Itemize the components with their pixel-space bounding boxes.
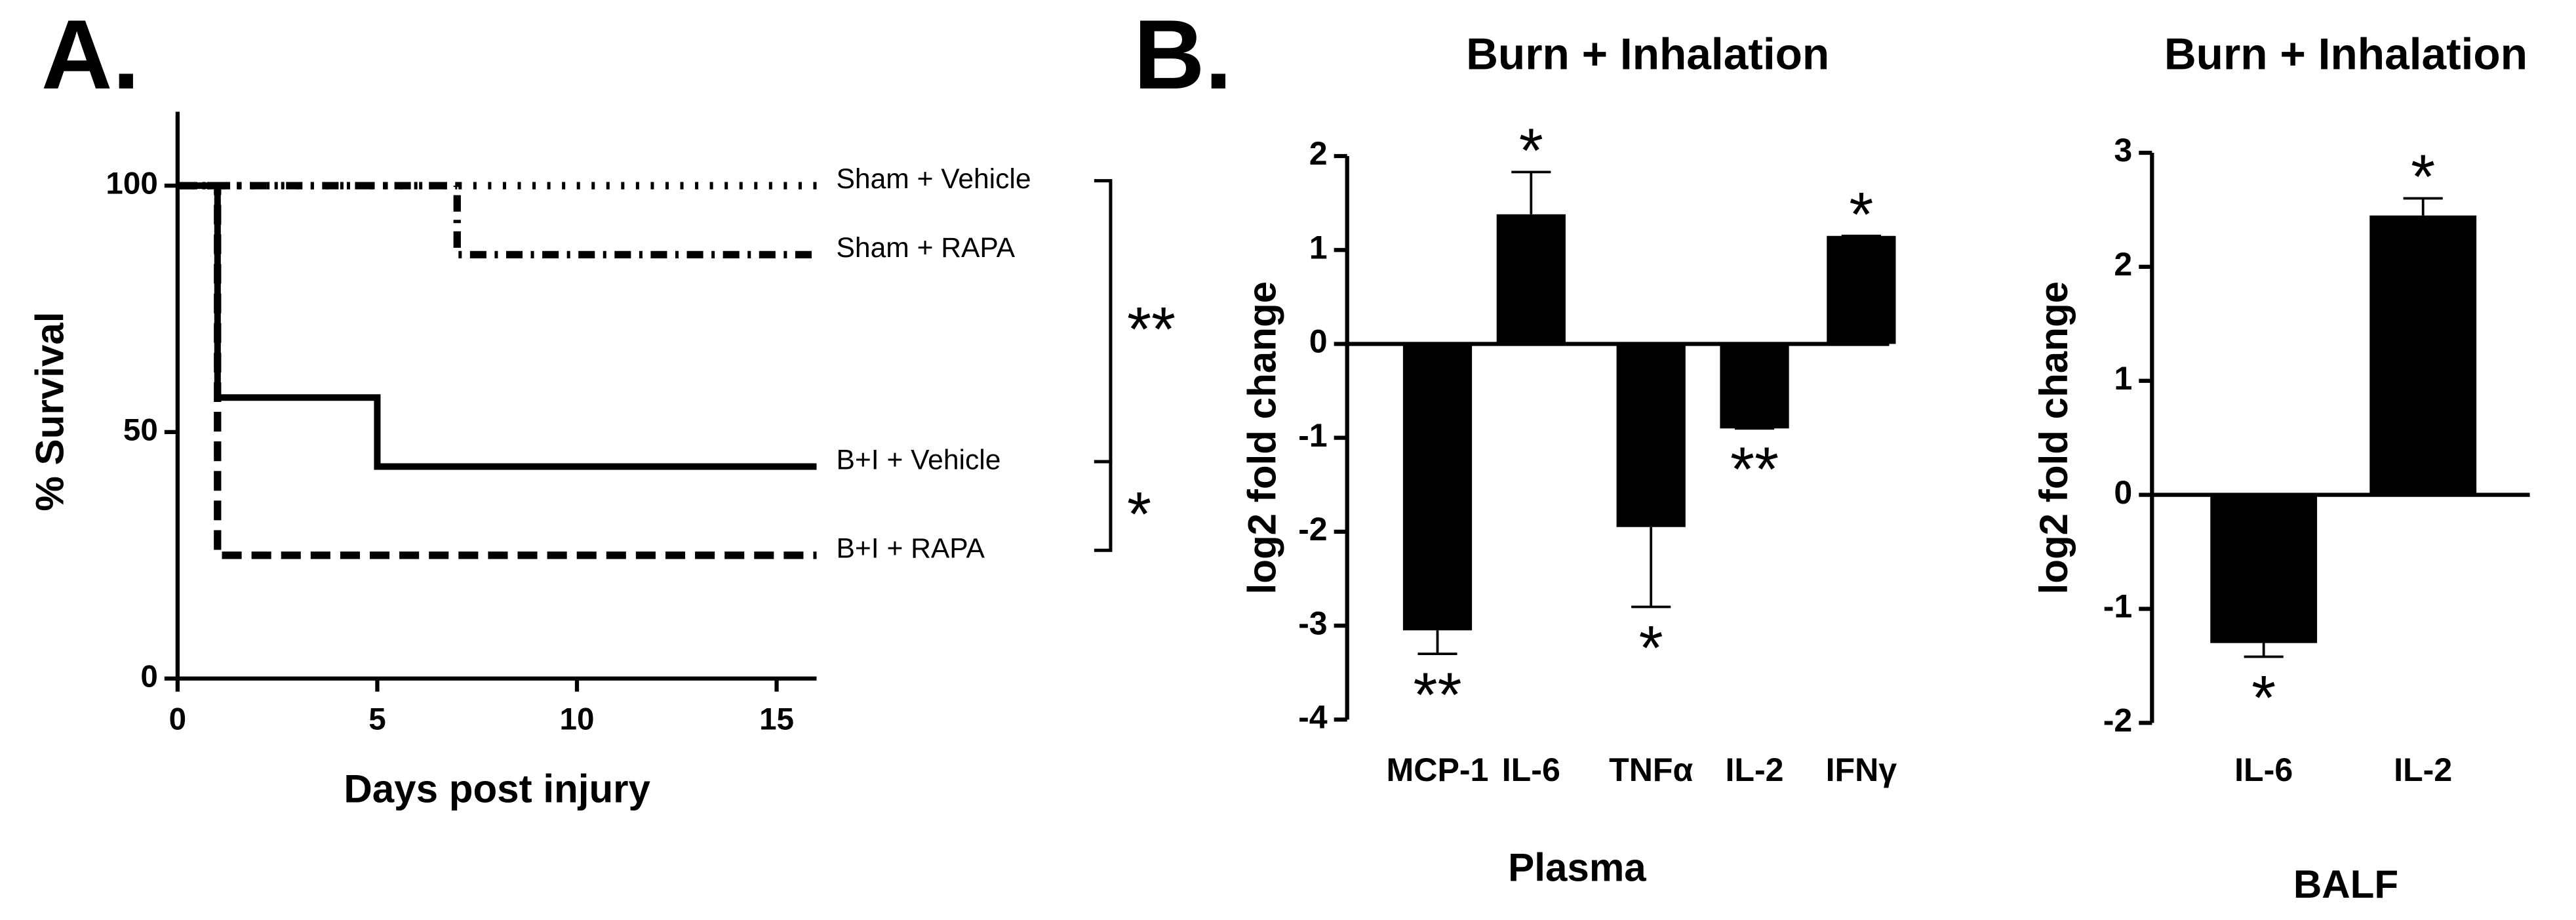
y-tick-label: -3 <box>1298 605 1328 641</box>
significance: * <box>1127 480 1151 550</box>
survival-line <box>177 182 817 470</box>
significance: * <box>1519 116 1543 186</box>
y-tick-label: 1 <box>1309 229 1328 266</box>
legend-label: B+I + RAPA <box>837 533 985 565</box>
x-axis-label: BALF <box>2293 862 2398 906</box>
x-tick-label: 0 <box>169 702 186 736</box>
legend-label: Sham + Vehicle <box>837 163 1031 195</box>
significance: * <box>2251 664 2276 733</box>
x-tick-label: MCP-1 <box>1387 751 1489 788</box>
y-tick-label: 0 <box>1309 323 1328 360</box>
error-bar <box>1511 170 1551 214</box>
bracket <box>1094 460 1113 552</box>
y-axis-label: % Survival <box>28 312 71 511</box>
panel-label: B. <box>1134 0 1232 110</box>
bar <box>1496 214 1566 344</box>
y-tick-label: 2 <box>1309 135 1328 172</box>
legend-label: B+I + Vehicle <box>837 444 1001 475</box>
x-tick-label: 15 <box>759 702 794 736</box>
bar <box>2369 215 2477 495</box>
chart-title: Burn + Inhalation <box>1466 30 1829 79</box>
x-tick-label: TNFα <box>1609 751 1693 788</box>
x-axis-label: Days post injury <box>344 767 650 810</box>
error-bar <box>2244 643 2284 658</box>
significance: ** <box>1730 435 1779 505</box>
significance: ** <box>1127 295 1176 365</box>
error-bar <box>1417 630 1457 655</box>
bar <box>1827 235 1896 344</box>
bar <box>1402 344 1473 631</box>
significance: * <box>1639 614 1663 683</box>
survival-line <box>177 182 817 258</box>
x-tick-label: IL-6 <box>2234 751 2293 788</box>
panel-label: A. <box>41 0 140 110</box>
x-tick-label: IL-2 <box>1725 751 1783 788</box>
y-tick-label: 3 <box>2114 132 2132 169</box>
bar <box>2210 494 2318 643</box>
y-tick-label: 0 <box>140 659 157 694</box>
x-tick-label: 5 <box>368 702 386 736</box>
y-axis-label: log2 fold change <box>1240 281 1284 595</box>
y-tick-label: 1 <box>2114 360 2132 397</box>
significance: * <box>2411 143 2435 212</box>
significance: ** <box>1413 660 1461 730</box>
y-axis-label: log2 fold change <box>2032 281 2076 595</box>
x-tick-label: IL-2 <box>2394 751 2452 788</box>
bracket <box>1094 179 1113 464</box>
x-tick-label: 10 <box>560 702 595 736</box>
y-tick-label: 0 <box>2114 474 2132 511</box>
y-tick-label: -2 <box>1298 511 1328 548</box>
y-tick-label: -1 <box>2103 588 2133 625</box>
chart-title: Burn + Inhalation <box>2164 30 2527 79</box>
y-tick-label: 100 <box>106 167 157 201</box>
legend-label: Sham + RAPA <box>837 232 1016 264</box>
survival-line <box>177 182 817 559</box>
y-tick-label: -1 <box>1298 417 1328 454</box>
error-bar <box>2403 197 2443 216</box>
x-tick-label: IFNγ <box>1826 751 1897 788</box>
y-tick-label: -2 <box>2103 702 2133 739</box>
significance: * <box>1849 180 1873 250</box>
bar <box>1616 344 1686 527</box>
bar <box>1720 344 1789 429</box>
x-axis-label: Plasma <box>1508 846 1646 890</box>
y-tick-label: 2 <box>2114 246 2132 283</box>
error-bar <box>1631 527 1671 609</box>
x-tick-label: IL-6 <box>1502 751 1560 788</box>
y-tick-label: -4 <box>1298 699 1328 736</box>
y-tick-label: 50 <box>123 412 158 447</box>
